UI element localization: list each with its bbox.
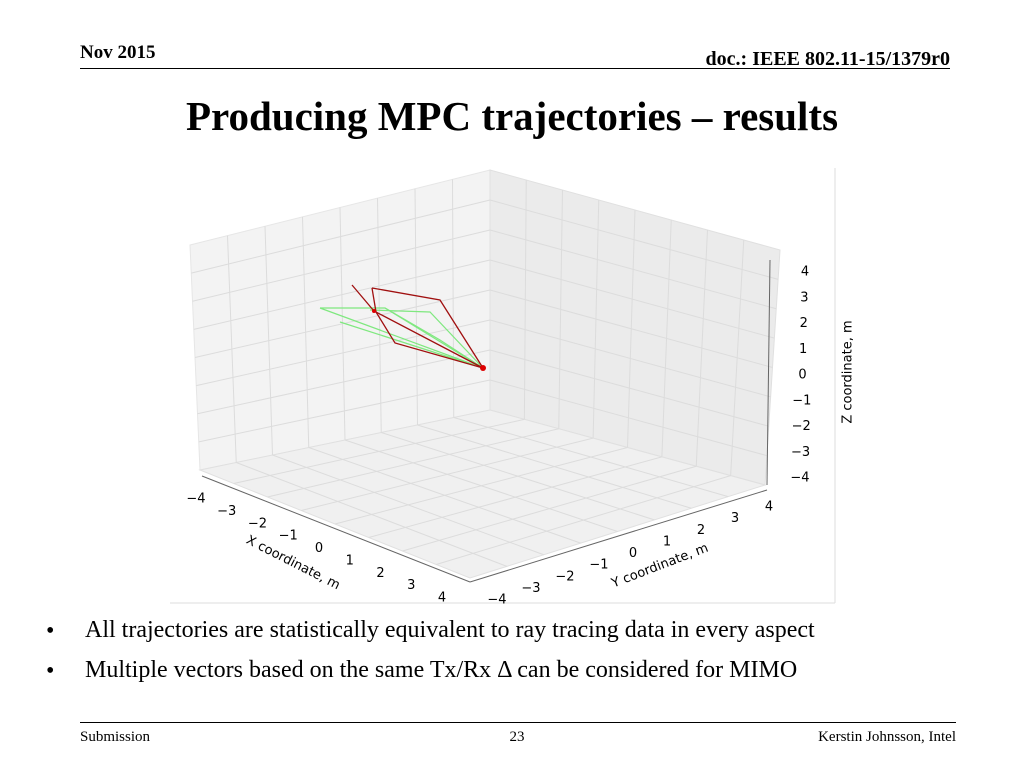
header-rule [80,68,950,69]
y_ticks-label: −4 [487,593,506,608]
grid-line [436,475,731,565]
x_ticks-label: −4 [186,492,205,507]
x_ticks-label: −1 [279,529,298,544]
x_ticks-label: 4 [438,591,446,606]
z_ticks-label: −4 [790,471,809,486]
grid-line [695,229,708,467]
grid-line [452,179,455,418]
x_ticks-label: 0 [315,541,323,556]
bullet: All trajectories are statistically equiv… [85,617,815,643]
grid-line [414,188,418,426]
grid-line [197,349,491,415]
grid-line [334,447,628,525]
slide-title: Producing MPC trajectories – results [185,93,839,139]
x_ticks-label: −2 [248,516,267,531]
grid-line [489,319,771,398]
grid-line [661,219,672,457]
y-axis [469,489,768,583]
grid-line [198,379,491,443]
z_ticks-label: 1 [799,342,807,357]
grid-line [489,349,769,427]
x_ticks-label: −3 [217,504,236,519]
tx-point [480,365,486,371]
bullet-dot: • [46,618,55,644]
y_ticks-label: 0 [629,546,637,561]
trajectory [384,307,484,369]
y_ticks-label: −2 [555,569,574,584]
grid-line [377,198,382,433]
z_ticks-label: −1 [792,393,811,408]
green-trajectories [319,307,484,369]
x_ticks-label: 1 [346,553,354,568]
header-doc: doc.: IEEE 802.11-15/1379r0 [705,48,950,70]
z-axis [766,259,771,486]
trajectory [371,287,484,369]
grid-line [730,239,745,476]
grid-line [381,432,655,521]
y_ticks-label: −3 [521,581,540,596]
grid-line [489,379,768,457]
z_ticks-label: −3 [791,445,810,460]
z-axis-label: Z coordinate, m [841,320,856,423]
grid-line [489,289,773,368]
y_ticks-label: 4 [765,500,773,515]
y_ticks-label: 1 [663,534,671,549]
y_ticks-label: 2 [697,523,705,538]
z_ticks-label: 2 [800,316,808,331]
grid-line [402,465,697,552]
pane-grid [191,179,779,567]
trajectory [319,307,484,369]
x-axis [201,475,471,583]
z_ticks-label: −2 [792,419,811,434]
grid-line [368,456,663,538]
floor-pane [198,409,767,579]
y_ticks-label: −1 [589,558,608,573]
grid-line [417,424,692,509]
z_ticks-label: 0 [798,368,806,383]
rx-point [372,309,376,313]
y_ticks-label: 3 [731,511,739,526]
x_ticks-label: 3 [407,578,415,593]
header-date: Nov 2015 [80,42,156,63]
z_ticks-label: 4 [801,265,809,280]
footer-rule [80,722,956,723]
footer-left: Submission [80,729,151,745]
footer-page: 23 [509,729,525,745]
footer-right: Kerstin Johnsson, Intel [818,729,956,745]
grid-line [453,417,729,498]
bullet-dot: • [46,658,55,684]
z_ticks-label: 3 [800,290,808,305]
trajectory [339,321,484,369]
y-axis-label: Y coordinate, m [609,541,711,592]
x_ticks-label: 2 [376,566,384,581]
grid-line [196,319,491,387]
trajectory [371,287,484,369]
bullet: Multiple vectors based on the same Tx/Rx… [85,657,798,683]
